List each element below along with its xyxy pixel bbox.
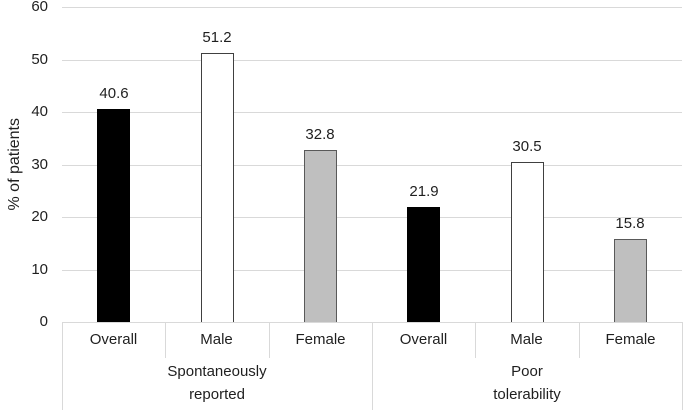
value-label: 51.2 <box>202 29 232 46</box>
group-label-line: Spontaneously <box>167 363 267 380</box>
category-label: Female <box>295 331 346 348</box>
value-label: 32.8 <box>305 126 335 143</box>
category-divider-line <box>165 322 166 358</box>
group-label-line: tolerability <box>493 386 561 403</box>
group-label-line: Poor <box>511 363 543 380</box>
category-label: Overall <box>399 331 448 348</box>
gridline <box>62 7 682 8</box>
value-label: 15.8 <box>615 215 645 232</box>
gridline <box>62 60 682 61</box>
bar-female <box>304 149 337 322</box>
group-divider-line <box>682 322 683 410</box>
y-tick-label: 10 <box>31 261 48 278</box>
bar-female <box>614 239 647 322</box>
group-label: Spontaneously reported <box>62 360 372 406</box>
gridline <box>62 165 682 166</box>
bar-overall <box>97 108 130 322</box>
group-divider-line <box>62 322 63 410</box>
bar-male <box>201 53 234 322</box>
category-label: Overall <box>89 331 138 348</box>
value-label: 40.6 <box>99 85 129 102</box>
y-tick-label: 0 <box>39 313 48 330</box>
group-divider-line <box>372 322 373 410</box>
value-label: 30.5 <box>512 138 542 155</box>
category-divider-line <box>475 322 476 358</box>
category-divider-line <box>579 322 580 358</box>
category-divider-line <box>269 322 270 358</box>
category-label: Female <box>605 331 656 348</box>
bar-male <box>511 161 544 322</box>
gridline <box>62 270 682 271</box>
y-tick-label: 30 <box>31 156 48 173</box>
value-label: 21.9 <box>409 183 439 200</box>
y-tick-label: 50 <box>31 51 48 68</box>
group-label-line: reported <box>189 386 245 403</box>
bar-overall <box>407 207 440 322</box>
y-tick-label: 60 <box>31 0 48 15</box>
y-tick-label: 40 <box>31 103 48 120</box>
category-label: Male <box>200 331 233 348</box>
group-label: Poor tolerability <box>372 360 682 406</box>
category-label: Male <box>510 331 543 348</box>
gridline <box>62 112 682 113</box>
y-tick-label: 20 <box>31 208 48 225</box>
gridline <box>62 217 682 218</box>
